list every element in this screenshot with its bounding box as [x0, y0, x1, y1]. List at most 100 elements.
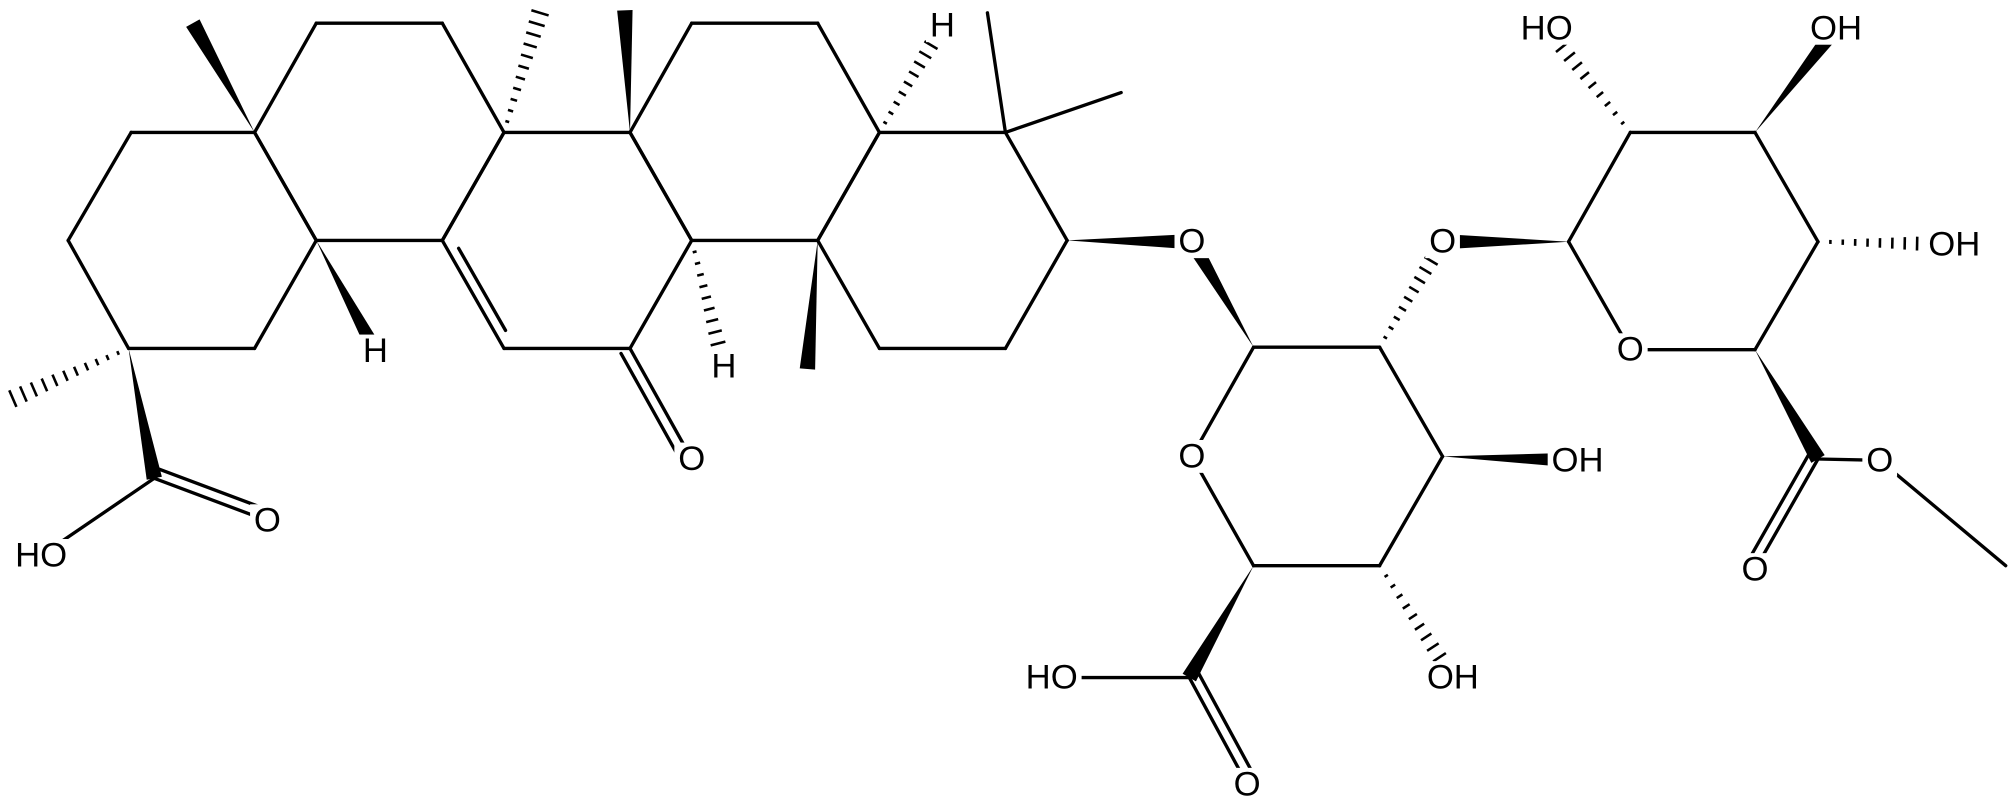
atom-label: O	[1617, 331, 1644, 369]
hash-bond	[1423, 255, 1439, 266]
hash-bond	[29, 381, 39, 397]
atom-label: O	[1178, 437, 1205, 475]
atom-label-mask	[1174, 225, 1210, 259]
hash-bond	[903, 80, 913, 88]
hash-bond	[696, 272, 705, 277]
hash-bond	[703, 306, 715, 312]
hash-bond	[62, 370, 69, 382]
hash-bond	[105, 354, 110, 361]
hash-bond	[1389, 583, 1396, 589]
hash-bond	[918, 50, 932, 60]
bond	[619, 351, 685, 466]
bond	[1003, 90, 1123, 135]
hash-bond	[528, 20, 546, 28]
bonds	[8, 9, 2008, 786]
atom-label-mask	[1737, 553, 1773, 586]
wedge-bond	[617, 9, 633, 133]
bond	[252, 238, 318, 351]
bond	[1753, 457, 1820, 572]
hash-bond	[94, 358, 100, 366]
hash-bond	[1383, 573, 1389, 579]
bond	[816, 238, 882, 351]
bond	[1753, 240, 1820, 352]
hash-bond	[898, 90, 907, 97]
hash-bond	[51, 374, 59, 387]
hash-bond	[1420, 632, 1433, 642]
hash-bond	[525, 31, 542, 39]
hash-bond	[1587, 81, 1597, 90]
hash-bond	[1403, 295, 1413, 303]
atom-label-mask	[674, 442, 710, 476]
atom-label: O	[254, 502, 281, 540]
hash-bond	[690, 238, 694, 242]
hash-bond	[510, 97, 518, 103]
hash-bond	[520, 53, 534, 60]
atom-label: O	[1429, 223, 1456, 261]
hash-bond	[523, 42, 538, 49]
hash-bond	[1408, 285, 1420, 294]
atom-label: OH	[1427, 659, 1479, 697]
hash-bond	[710, 340, 726, 347]
atom-label-mask	[250, 504, 285, 538]
hash-bond	[1393, 315, 1401, 322]
hash-bond	[1563, 51, 1576, 63]
bond	[440, 21, 506, 135]
bond	[1196, 670, 1258, 782]
bond	[152, 476, 270, 523]
wedge-bond	[1755, 349, 1825, 463]
wedge-bond	[316, 240, 383, 355]
bond	[456, 246, 508, 333]
bond	[252, 130, 318, 243]
atom-label-mask	[1924, 227, 1985, 261]
bond	[816, 130, 882, 243]
atom-label-mask	[707, 350, 741, 383]
atom-label-mask	[11, 539, 72, 572]
bond	[1003, 130, 1069, 243]
bond	[1190, 454, 1256, 568]
bond	[440, 130, 506, 243]
hash-bond	[1377, 345, 1382, 349]
atom-label-mask	[1425, 225, 1460, 259]
hash-bond	[893, 100, 901, 107]
hash-bond	[126, 346, 131, 351]
wedge-bond	[128, 348, 162, 480]
hash-bond	[1628, 130, 1633, 135]
bond	[1190, 345, 1256, 459]
hash-bond	[705, 317, 719, 324]
hash-bond	[1414, 622, 1425, 631]
atom-label: H	[930, 7, 955, 45]
bond	[66, 130, 133, 243]
bond	[628, 21, 694, 135]
wedge-bond	[1442, 452, 1578, 468]
atom-label: O	[1234, 765, 1261, 803]
hash-bond	[1408, 612, 1418, 621]
wedge-bond	[1755, 23, 1843, 133]
wedge-bond	[1182, 565, 1254, 682]
hash-bond	[1413, 275, 1426, 285]
bond	[440, 238, 506, 351]
bond	[628, 238, 694, 351]
hash-bond	[1396, 593, 1404, 600]
hash-bond	[1604, 100, 1611, 108]
hash-bond	[504, 119, 510, 124]
hash-bond	[1620, 120, 1626, 126]
hash-bond	[1612, 110, 1618, 117]
bond	[1878, 458, 2008, 568]
bond	[1377, 454, 1445, 568]
atom-label-mask	[1547, 443, 1608, 477]
atom-label: O	[1866, 441, 1893, 479]
atom-label: O	[1742, 551, 1769, 589]
hash-bond	[882, 120, 888, 125]
hash-bond	[694, 261, 701, 266]
hash-bond	[8, 389, 18, 408]
bond	[816, 21, 882, 135]
atom-label-mask	[1516, 11, 1577, 45]
atom-label-mask	[1806, 11, 1866, 45]
bond	[66, 238, 131, 351]
atom-label-mask	[1021, 661, 1082, 694]
atom-label: HO	[1521, 9, 1573, 47]
atom-label-mask	[926, 9, 959, 43]
bond	[1377, 345, 1445, 459]
atom-label: H	[363, 332, 388, 370]
